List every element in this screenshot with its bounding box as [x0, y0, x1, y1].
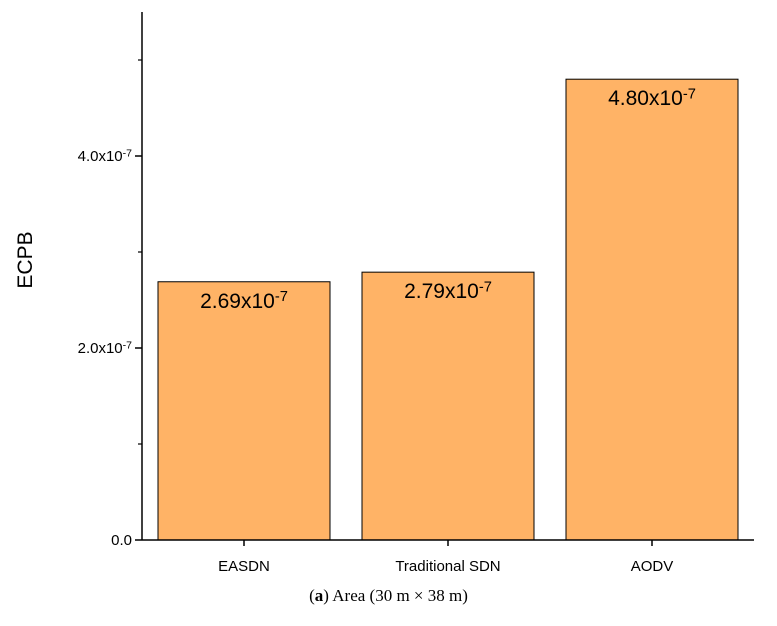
data-label-1: 2.69x10-7 — [200, 289, 288, 313]
bars-group — [157, 78, 739, 541]
y-tick-label: 4.0x10-7 — [78, 147, 133, 165]
bar-1 — [157, 281, 331, 541]
data-label-3: 4.80x10-7 — [608, 87, 696, 111]
data-label-2: 2.79x10-7 — [404, 280, 492, 304]
bar-3 — [565, 78, 739, 541]
y-tick-label: 2.0x10-7 — [78, 339, 133, 357]
x-tick-label: Traditional SDN — [395, 558, 500, 575]
x-tick-label: EASDN — [218, 558, 270, 575]
bar-chart: 2.69x10-7 2.79x10-7 4.80x10-7 0.0 2.0x10-7 4… — [14, 12, 754, 575]
data-labels-group: 2.69x10-7 2.79x10-7 4.80x10-7 — [200, 87, 696, 313]
x-tick-label: AODV — [631, 558, 674, 575]
y-tick-label: 0.0 — [111, 532, 132, 549]
caption-text: Area (30 m × 38 m) — [328, 586, 468, 605]
x-ticks-group: EASDN Traditional SDN AODV — [218, 540, 673, 575]
y-axis-title: ECPB — [14, 231, 37, 288]
caption-label: a — [314, 586, 324, 605]
bar-2 — [361, 271, 535, 541]
figure-caption: (a) Area (30 m × 38 m) — [309, 586, 468, 605]
y-ticks-group: 0.0 2.0x10-7 4.0x10-7 — [78, 59, 142, 549]
